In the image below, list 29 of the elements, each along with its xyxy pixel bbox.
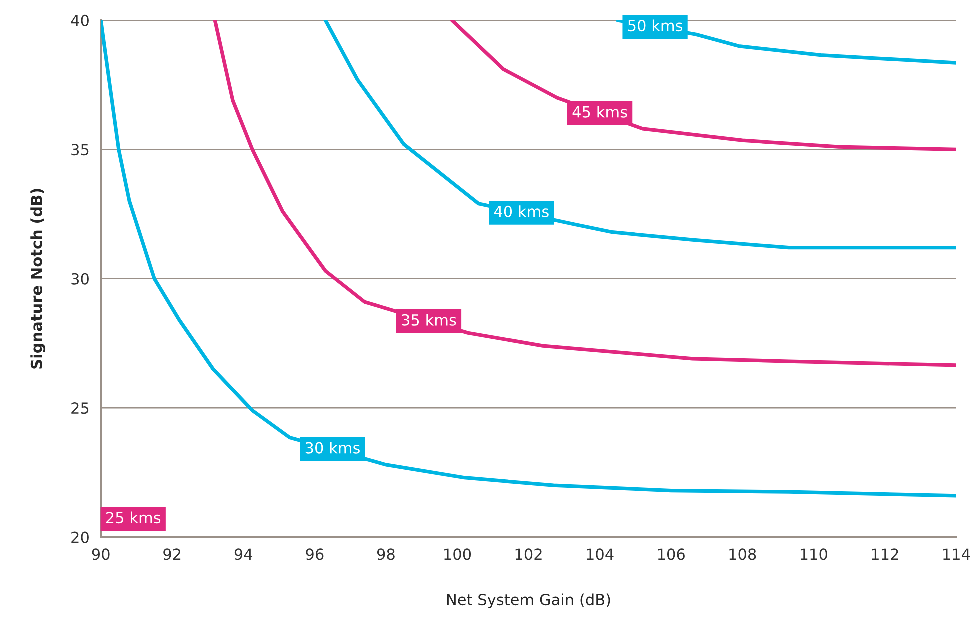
y-tick-label: 40: [71, 14, 89, 26]
annotation: 45 kms: [572, 106, 628, 118]
y-axis-title: Signature Notch (dB): [30, 189, 46, 369]
x-tick-label: 98: [377, 548, 395, 560]
x-tick-label: 112: [872, 548, 898, 560]
x-tick-label: 90: [92, 548, 110, 560]
annotation: 50 kms: [628, 20, 683, 32]
annotation: 30 kms: [306, 442, 360, 454]
x-tick-label: 94: [234, 548, 253, 560]
line-series: [324, 20, 956, 250]
x-tick-label: 104: [587, 548, 614, 560]
x-tick-label: 96: [306, 548, 324, 560]
x-axis-title: Net System Gain (dB): [447, 594, 610, 609]
annotation: 35 kms: [402, 314, 456, 326]
x-tick-label: 108: [730, 548, 756, 560]
y-tick-label: 20: [72, 532, 89, 544]
annotation: 25 kms: [106, 512, 161, 524]
y-tick-label: 25: [72, 402, 89, 414]
line-series: [450, 20, 956, 152]
annotation: 40 kms: [494, 206, 549, 218]
x-tick-label: 100: [444, 548, 472, 560]
x-tick-label: 110: [800, 548, 828, 560]
x-tick-label: 102: [516, 548, 542, 560]
x-tick-label: 106: [658, 548, 685, 560]
y-tick-label: 35: [72, 144, 89, 156]
y-tick-label: 30: [72, 273, 89, 285]
x-tick-label: 92: [164, 548, 181, 560]
line-series: [213, 20, 956, 368]
x-tick-label: 114: [944, 548, 970, 560]
